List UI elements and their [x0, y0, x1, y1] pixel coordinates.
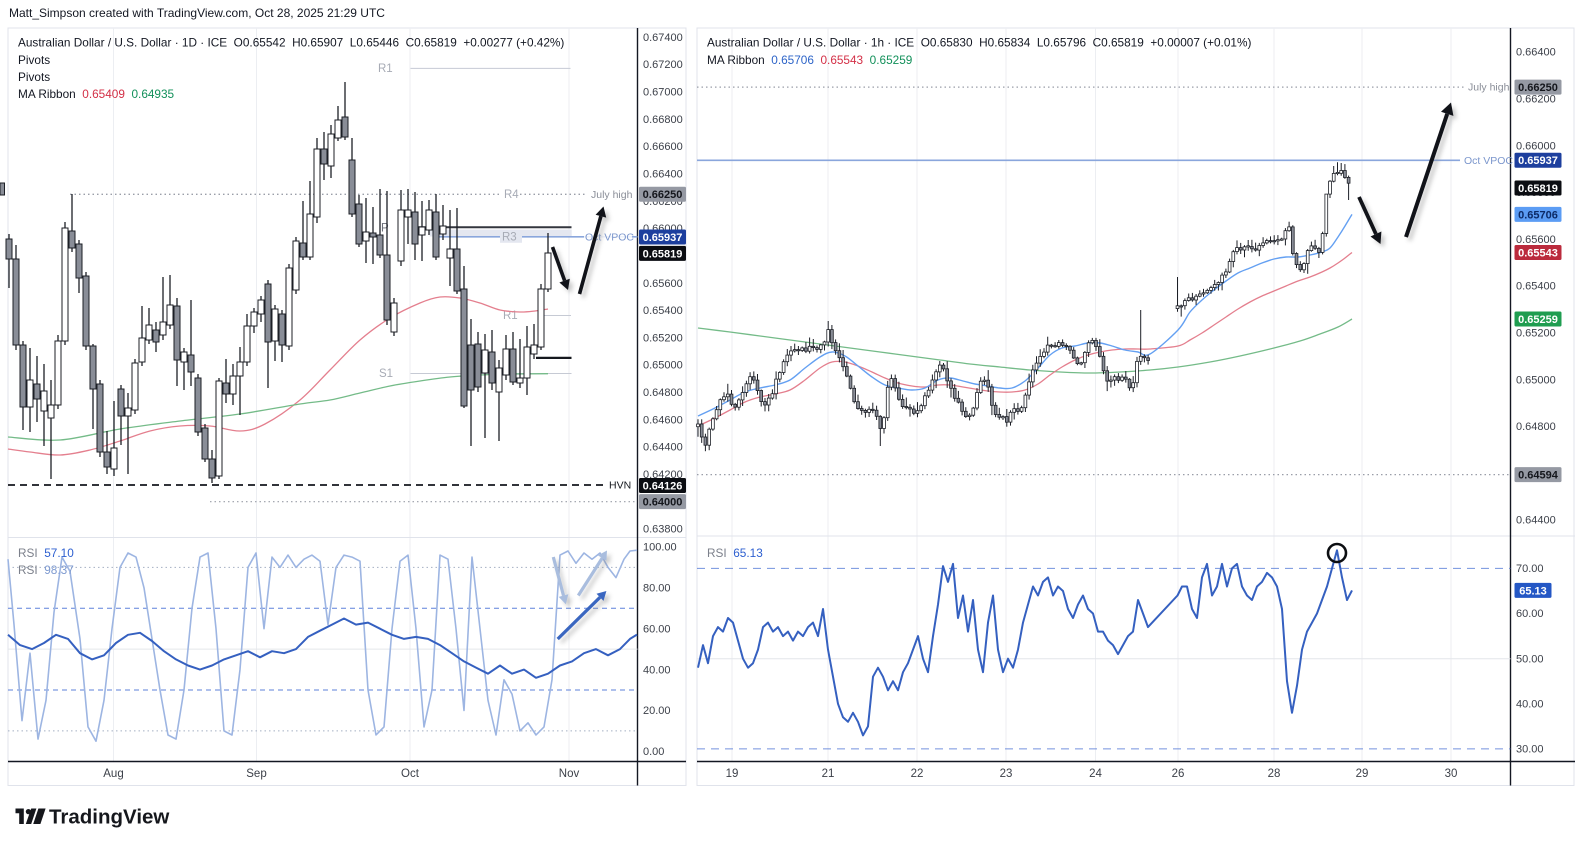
- svg-text:R3: R3: [502, 231, 517, 243]
- svg-text:24: 24: [1089, 768, 1102, 780]
- svg-text:80.00: 80.00: [643, 583, 671, 595]
- svg-text:0.64000: 0.64000: [643, 497, 683, 509]
- svg-text:20.00: 20.00: [643, 705, 671, 717]
- svg-text:60.00: 60.00: [1516, 608, 1544, 620]
- svg-text:0.66200: 0.66200: [1516, 94, 1556, 106]
- svg-text:RSI 98.37: RSI 98.37: [18, 563, 74, 577]
- svg-text:R4: R4: [504, 189, 519, 201]
- svg-text:0.65400: 0.65400: [1516, 281, 1556, 293]
- svg-text:0.64800: 0.64800: [643, 387, 683, 399]
- svg-text:MA Ribbon 0.65409 0.64935: MA Ribbon 0.65409 0.64935: [18, 87, 175, 101]
- svg-text:MA Ribbon 0.65706 0.65543 0: MA Ribbon 0.65706 0.65543 0.65259: [707, 53, 912, 67]
- svg-text:0.65400: 0.65400: [643, 305, 683, 317]
- svg-text:0.66250: 0.66250: [643, 189, 683, 201]
- svg-text:July high: July high: [1468, 82, 1510, 94]
- svg-text:P: P: [381, 223, 389, 235]
- svg-text:70.00: 70.00: [1516, 563, 1544, 575]
- svg-text:R1: R1: [503, 310, 518, 322]
- svg-text:50.00: 50.00: [1516, 653, 1544, 665]
- svg-text:0.64400: 0.64400: [1516, 515, 1556, 527]
- svg-text:S1: S1: [379, 368, 393, 380]
- svg-text:0.64600: 0.64600: [643, 414, 683, 426]
- svg-text:22: 22: [911, 768, 924, 780]
- svg-text:0.65600: 0.65600: [1516, 234, 1556, 246]
- svg-text:40.00: 40.00: [643, 664, 671, 676]
- svg-text:0.66400: 0.66400: [1516, 47, 1556, 59]
- svg-text:0.66400: 0.66400: [643, 169, 683, 181]
- svg-text:Oct: Oct: [401, 768, 420, 780]
- svg-text:RSI 57.10: RSI 57.10: [18, 546, 74, 560]
- svg-text:29: 29: [1356, 768, 1369, 780]
- svg-text:0.64400: 0.64400: [643, 442, 683, 454]
- svg-text:0.65543: 0.65543: [1518, 247, 1558, 259]
- svg-text:26: 26: [1172, 768, 1185, 780]
- svg-text:100.00: 100.00: [643, 542, 677, 554]
- svg-text:0.65600: 0.65600: [643, 278, 683, 290]
- svg-text:60.00: 60.00: [643, 623, 671, 635]
- svg-text:21: 21: [822, 768, 835, 780]
- svg-text:Matt_Simpson created with Trad: Matt_Simpson created with TradingView.co…: [9, 6, 385, 20]
- svg-text:23: 23: [1000, 768, 1013, 780]
- svg-text:0.67400: 0.67400: [643, 32, 683, 44]
- svg-text:0.65937: 0.65937: [1518, 155, 1558, 167]
- svg-text:Australian Dollar / U.S. Dolla: Australian Dollar / U.S. Dollar · 1D · I…: [18, 36, 564, 50]
- svg-text:Nov: Nov: [559, 768, 580, 780]
- svg-text:Pivots: Pivots: [18, 53, 50, 67]
- svg-text:0.63800: 0.63800: [643, 524, 683, 536]
- svg-text:Sep: Sep: [246, 768, 266, 780]
- svg-text:0.66600: 0.66600: [643, 141, 683, 153]
- svg-text:30.00: 30.00: [1516, 744, 1544, 756]
- svg-text:0.67200: 0.67200: [643, 59, 683, 71]
- svg-text:0.66250: 0.66250: [1518, 82, 1558, 94]
- svg-text:RSI 65.13: RSI 65.13: [707, 546, 763, 560]
- svg-text:0.65937: 0.65937: [643, 232, 683, 244]
- svg-text:Australian Dollar / U.S. Dolla: Australian Dollar / U.S. Dollar · 1h · I…: [707, 36, 1251, 50]
- svg-text:0.65819: 0.65819: [643, 248, 683, 260]
- svg-text:TradingView: TradingView: [49, 806, 169, 829]
- svg-text:40.00: 40.00: [1516, 699, 1544, 711]
- svg-text:0.65000: 0.65000: [643, 360, 683, 372]
- svg-text:19: 19: [726, 768, 739, 780]
- svg-text:0.66000: 0.66000: [1516, 140, 1556, 152]
- svg-text:0.64126: 0.64126: [643, 480, 683, 492]
- svg-text:HVN: HVN: [609, 480, 631, 492]
- svg-text:Aug: Aug: [103, 768, 123, 780]
- svg-text:Pivots: Pivots: [18, 70, 50, 84]
- svg-text:0.00: 0.00: [643, 746, 664, 758]
- svg-text:0.65000: 0.65000: [1516, 374, 1556, 386]
- svg-text:30: 30: [1445, 768, 1458, 780]
- svg-text:0.65819: 0.65819: [1518, 183, 1558, 195]
- svg-text:0.65200: 0.65200: [1516, 328, 1556, 340]
- svg-text:0.65200: 0.65200: [643, 332, 683, 344]
- svg-text:0.64800: 0.64800: [1516, 421, 1556, 433]
- svg-text:0.67000: 0.67000: [643, 87, 683, 99]
- svg-text:28: 28: [1268, 768, 1281, 780]
- svg-text:0.65706: 0.65706: [1518, 209, 1558, 221]
- svg-text:0.66800: 0.66800: [643, 114, 683, 126]
- svg-text:July high: July high: [591, 189, 633, 201]
- svg-text:65.13: 65.13: [1519, 585, 1547, 597]
- svg-text:0.64594: 0.64594: [1518, 470, 1559, 482]
- svg-text:R1: R1: [378, 63, 393, 75]
- svg-text:Oct VPOC: Oct VPOC: [1464, 155, 1513, 167]
- svg-text:0.65259: 0.65259: [1518, 314, 1558, 326]
